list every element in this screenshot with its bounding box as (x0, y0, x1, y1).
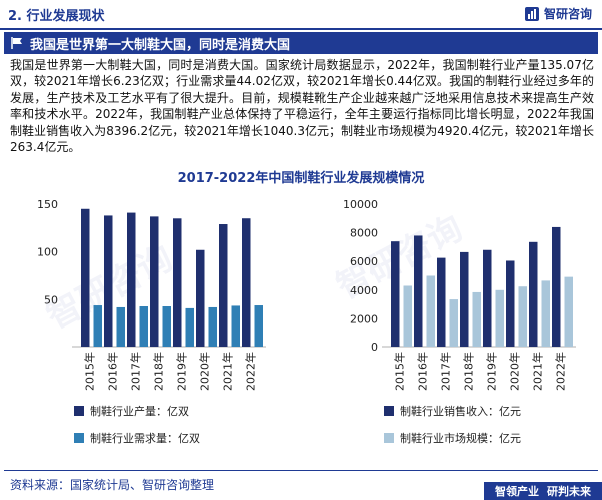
brand-logo-icon (524, 6, 539, 21)
bar-series-2 (139, 306, 148, 347)
bar-series-1 (552, 226, 561, 347)
y-tick-label: 50 (44, 293, 58, 306)
bar-series-1 (506, 260, 515, 347)
legend-label: 制鞋行业产量：亿双 (90, 404, 189, 418)
bar-series-1 (127, 212, 136, 347)
x-tick-label: 2021年 (221, 352, 235, 391)
bar-series-2 (495, 289, 504, 347)
legend-label: 制鞋行业需求量：亿双 (90, 431, 200, 445)
x-tick-label: 2017年 (129, 352, 143, 391)
x-tick-label: 2018年 (152, 352, 166, 391)
bar-series-2 (472, 291, 481, 347)
x-tick-label: 2016年 (106, 352, 120, 391)
x-tick-label: 2015年 (83, 352, 97, 391)
bar-series-1 (150, 216, 159, 347)
legend-swatch (74, 406, 84, 416)
legend-swatch (384, 433, 394, 443)
bar-series-1 (196, 249, 205, 347)
section-title: 2. 行业发展现状 (8, 9, 105, 24)
bar-series-1 (242, 218, 251, 347)
x-tick-label: 2017年 (439, 352, 453, 391)
top-bar: 2. 行业发展现状 智研咨询 (0, 0, 602, 30)
x-tick-label: 2015年 (393, 352, 407, 391)
x-tick-label: 2019年 (485, 352, 499, 391)
footer-divider (4, 470, 598, 471)
y-tick-label: 150 (37, 198, 58, 211)
body-paragraph: 我国是世界第一大制鞋大国，同时是消费大国。国家统计局数据显示，2022年，我国制… (10, 58, 594, 155)
bar-series-2 (93, 305, 102, 347)
bar-series-1 (460, 251, 469, 347)
bar-series-2 (116, 306, 125, 347)
x-tick-label: 2022年 (244, 352, 258, 391)
bar-series-2 (231, 305, 240, 347)
bar-series-2 (426, 275, 435, 347)
x-tick-label: 2020年 (508, 352, 522, 391)
bar-series-2 (254, 305, 263, 347)
x-tick-label: 2016年 (416, 352, 430, 391)
chart-title: 2017-2022年中国制鞋行业发展规模情况 (177, 171, 425, 186)
bar-series-1 (483, 249, 492, 347)
brand-name: 智研咨询 (543, 7, 592, 21)
slogan-badge: 智领产业 研判未来 (484, 482, 602, 500)
bar-series-1 (529, 241, 538, 347)
y-tick-label: 6000 (350, 255, 378, 268)
y-tick-label: 8000 (350, 227, 378, 240)
source-note: 资料来源：国家统计局、智研咨询整理 (10, 478, 215, 492)
bar-series-2 (541, 280, 550, 347)
bar-series-2 (449, 299, 458, 347)
headline-text: 我国是世界第一大制鞋大国，同时是消费大国 (30, 37, 291, 53)
x-tick-label: 2019年 (175, 352, 189, 391)
brand: 智研咨询 (524, 5, 592, 22)
bar-series-1 (81, 208, 90, 347)
x-tick-label: 2021年 (531, 352, 545, 391)
bar-series-1 (437, 257, 446, 347)
legend-label: 制鞋行业市场规模：亿元 (400, 431, 521, 445)
bar-series-2 (518, 286, 527, 347)
bar-series-2 (403, 285, 412, 347)
x-tick-label: 2022年 (554, 352, 568, 391)
bar-series-1 (414, 235, 423, 347)
y-tick-label: 2000 (350, 312, 378, 325)
bar-series-1 (391, 241, 400, 347)
bar-series-2 (564, 276, 573, 347)
y-tick-label: 0 (371, 341, 378, 354)
y-tick-label: 10000 (343, 198, 378, 211)
charts-canvas: 50 100 150 2015年 2016年 2017年 2018年 2019年 2020年 20… (37, 198, 576, 445)
legend-swatch (74, 433, 84, 443)
bar-series-2 (208, 306, 217, 347)
headline-banner: 我国是世界第一大制鞋大国，同时是消费大国 (4, 32, 598, 54)
x-tick-label: 2018年 (462, 352, 476, 391)
flag-icon (11, 37, 22, 49)
bar-series-1 (104, 215, 113, 347)
legend-swatch (384, 406, 394, 416)
legend-label: 制鞋行业销售收入：亿元 (400, 404, 521, 418)
bar-series-2 (162, 306, 171, 347)
bar-series-1 (173, 218, 182, 347)
y-tick-label: 100 (37, 246, 58, 259)
bar-series-1 (219, 224, 228, 347)
slogan-left: 智领产业 (495, 485, 539, 498)
slogan-right: 研判未来 (547, 485, 591, 498)
x-tick-label: 2020年 (198, 352, 212, 391)
bar-series-2 (185, 307, 194, 347)
y-tick-label: 4000 (350, 284, 378, 297)
